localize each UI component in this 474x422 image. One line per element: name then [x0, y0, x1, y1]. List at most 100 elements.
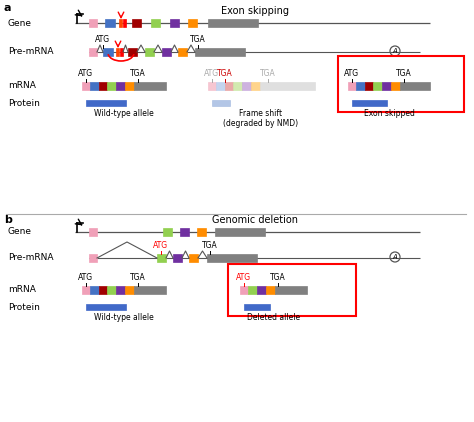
Bar — [188, 19, 197, 27]
Text: Gene: Gene — [8, 227, 32, 236]
Bar — [105, 19, 115, 27]
Bar — [170, 19, 179, 27]
Bar — [275, 286, 307, 294]
Text: Genomic deletion: Genomic deletion — [212, 215, 298, 225]
Bar — [89, 19, 97, 27]
Text: TGA: TGA — [217, 69, 233, 78]
Bar — [116, 286, 125, 294]
Bar — [163, 228, 172, 236]
Bar — [157, 254, 166, 262]
Bar — [244, 304, 270, 310]
Bar — [162, 48, 171, 56]
Bar — [134, 82, 166, 90]
Bar — [125, 286, 134, 294]
Text: Protein: Protein — [8, 98, 40, 108]
Bar — [356, 82, 365, 90]
Text: Deleted allele: Deleted allele — [247, 313, 301, 322]
Bar — [132, 19, 141, 27]
Bar — [251, 82, 260, 90]
Bar — [373, 82, 382, 90]
Bar — [173, 254, 182, 262]
Text: ATG: ATG — [78, 273, 93, 282]
Text: A: A — [392, 254, 397, 260]
Text: TGA: TGA — [396, 69, 412, 78]
Bar — [382, 82, 391, 90]
Bar — [145, 48, 154, 56]
Bar — [90, 286, 99, 294]
Bar — [352, 100, 387, 106]
Bar — [240, 286, 248, 294]
Bar — [189, 254, 198, 262]
Bar — [103, 48, 113, 56]
Bar — [215, 228, 265, 236]
Bar — [266, 286, 275, 294]
Bar — [119, 19, 122, 27]
Bar — [400, 82, 430, 90]
Bar — [216, 82, 225, 90]
Bar — [86, 304, 126, 310]
Bar — [233, 82, 242, 90]
Bar — [257, 286, 266, 294]
Bar — [99, 286, 107, 294]
Bar — [82, 82, 90, 90]
Text: Protein: Protein — [8, 303, 40, 311]
Bar — [82, 286, 90, 294]
Bar — [225, 82, 233, 90]
Text: Exon skipping: Exon skipping — [221, 6, 289, 16]
Text: TGA: TGA — [270, 273, 286, 282]
Text: Pre-mRNA: Pre-mRNA — [8, 254, 54, 262]
Text: ATG: ATG — [237, 273, 252, 282]
Bar — [125, 82, 134, 90]
Bar — [86, 100, 126, 106]
Bar — [89, 254, 97, 262]
Bar — [212, 100, 230, 106]
Text: a: a — [4, 3, 11, 13]
Text: ATG: ATG — [154, 241, 169, 250]
Bar — [99, 82, 107, 90]
Text: Gene: Gene — [8, 19, 32, 27]
Bar — [248, 286, 257, 294]
Text: TGA: TGA — [130, 273, 146, 282]
Text: Exon skipped: Exon skipped — [364, 109, 414, 118]
Bar — [116, 82, 125, 90]
Bar — [107, 82, 116, 90]
Bar — [208, 82, 216, 90]
Bar — [197, 228, 206, 236]
Text: TGA: TGA — [190, 35, 206, 44]
Text: TGA: TGA — [260, 69, 276, 78]
Bar — [107, 286, 116, 294]
Text: ATG: ATG — [204, 69, 219, 78]
Bar — [365, 82, 373, 90]
Bar — [348, 82, 356, 90]
Text: ATG: ATG — [95, 35, 110, 44]
Bar — [228, 264, 356, 316]
Text: TGA: TGA — [202, 241, 218, 250]
Bar — [134, 286, 166, 294]
Bar — [178, 48, 187, 56]
Text: mRNA: mRNA — [8, 286, 36, 295]
Bar — [120, 48, 123, 56]
Text: Wild-type allele: Wild-type allele — [94, 109, 154, 118]
Text: b: b — [4, 215, 12, 225]
Bar — [128, 48, 137, 56]
Bar — [89, 48, 97, 56]
Text: ATG: ATG — [345, 69, 360, 78]
Bar — [391, 82, 400, 90]
Text: TGA: TGA — [130, 69, 146, 78]
Bar — [180, 228, 189, 236]
Text: Pre-mRNA: Pre-mRNA — [8, 48, 54, 57]
Bar — [116, 48, 119, 56]
Bar — [151, 19, 160, 27]
Bar — [260, 82, 315, 90]
Bar — [207, 254, 257, 262]
Bar — [242, 82, 251, 90]
Text: Frame shift
(degraded by NMD): Frame shift (degraded by NMD) — [223, 109, 299, 128]
Bar — [123, 19, 126, 27]
Text: Wild-type allele: Wild-type allele — [94, 313, 154, 322]
Bar — [338, 56, 464, 112]
Bar — [208, 19, 258, 27]
Bar — [89, 228, 97, 236]
Text: A: A — [392, 48, 397, 54]
Text: ATG: ATG — [78, 69, 93, 78]
Text: mRNA: mRNA — [8, 81, 36, 90]
